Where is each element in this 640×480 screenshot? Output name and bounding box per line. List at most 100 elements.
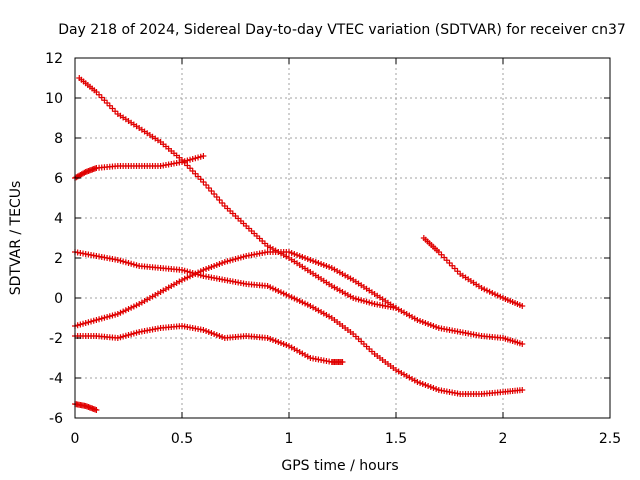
data-point [208,264,215,270]
data-point [304,256,311,262]
data-point [117,257,124,264]
data-point [205,185,212,191]
data-point [307,257,314,263]
data-point [203,328,210,334]
data-point [272,338,279,344]
data-point [200,267,207,273]
x-axis-label: GPS time / hours [281,458,398,474]
series-track-a [76,75,526,347]
data-point [208,188,215,194]
y-tick-label: 12 [45,51,63,67]
data-point [187,273,194,280]
data-point [109,105,116,112]
data-point [85,319,92,326]
data-point [294,296,301,303]
data-point [184,268,191,275]
data-points [72,75,526,413]
data-point [184,157,191,164]
data-point [96,91,103,98]
y-tick-label: 4 [54,211,63,227]
data-point [93,89,100,95]
data-point [197,153,204,160]
data-point [237,254,244,261]
data-point [264,283,271,289]
data-point [414,379,421,385]
y-tick-label: 8 [54,131,63,147]
data-point [446,260,453,266]
data-point [267,336,274,342]
data-point [128,304,135,311]
data-point [192,155,199,162]
data-point [130,330,137,337]
data-point [227,257,234,264]
data-point [451,265,458,272]
y-tick-label: -6 [49,411,63,427]
data-point [320,262,327,268]
x-tick-label: 0.5 [171,431,193,447]
data-point [125,306,132,312]
data-point [235,255,242,262]
data-point [90,317,97,324]
data-point [286,293,292,299]
grid-lines [75,58,610,418]
data-point [195,269,202,276]
data-point [219,334,226,340]
data-point [277,289,284,296]
data-point [189,168,196,174]
data-point [98,94,105,101]
data-point [96,316,103,323]
data-point [414,317,421,323]
data-point [114,335,121,341]
data-point [417,318,424,324]
data-point [106,102,113,109]
data-point [114,311,121,317]
data-point [179,267,185,273]
data-point [213,194,220,200]
data-point [203,182,210,188]
data-point [213,332,220,338]
data-point [366,299,373,306]
data-point [368,300,375,307]
y-tick-label: 0 [54,291,63,307]
data-point [310,258,317,264]
data-point [360,298,367,304]
y-tick-label: 10 [45,91,63,107]
data-point [192,270,199,277]
data-point [275,288,282,294]
data-point [494,292,501,299]
data-point [120,333,127,340]
y-tick-label: 6 [54,171,63,187]
data-point [299,299,306,306]
data-point [302,300,309,307]
data-point [486,288,493,295]
data-point [352,295,359,302]
data-point [125,260,132,266]
data-point [427,322,434,328]
data-point [125,332,132,338]
x-tick-labels: 0 0.5 1 1.5 2 2.5 [71,431,622,447]
data-point [288,250,295,256]
data-point [117,334,124,341]
data-point [232,256,239,262]
data-point [312,259,319,265]
data-point [205,329,212,335]
y-tick-label: 2 [54,251,63,267]
data-point [195,173,202,180]
data-point [483,287,490,294]
data-point [93,317,100,323]
data-point [296,298,303,304]
data-point [315,260,322,266]
data-point [128,331,135,338]
data-point [130,261,137,268]
data-point [519,387,526,393]
data-point [449,262,456,269]
data-point [80,320,87,327]
series-track-c [72,249,526,397]
data-point [288,294,295,301]
data-point [130,303,137,310]
data-point [181,158,188,165]
data-point [283,342,290,348]
data-point [181,267,188,274]
data-point [350,295,357,301]
